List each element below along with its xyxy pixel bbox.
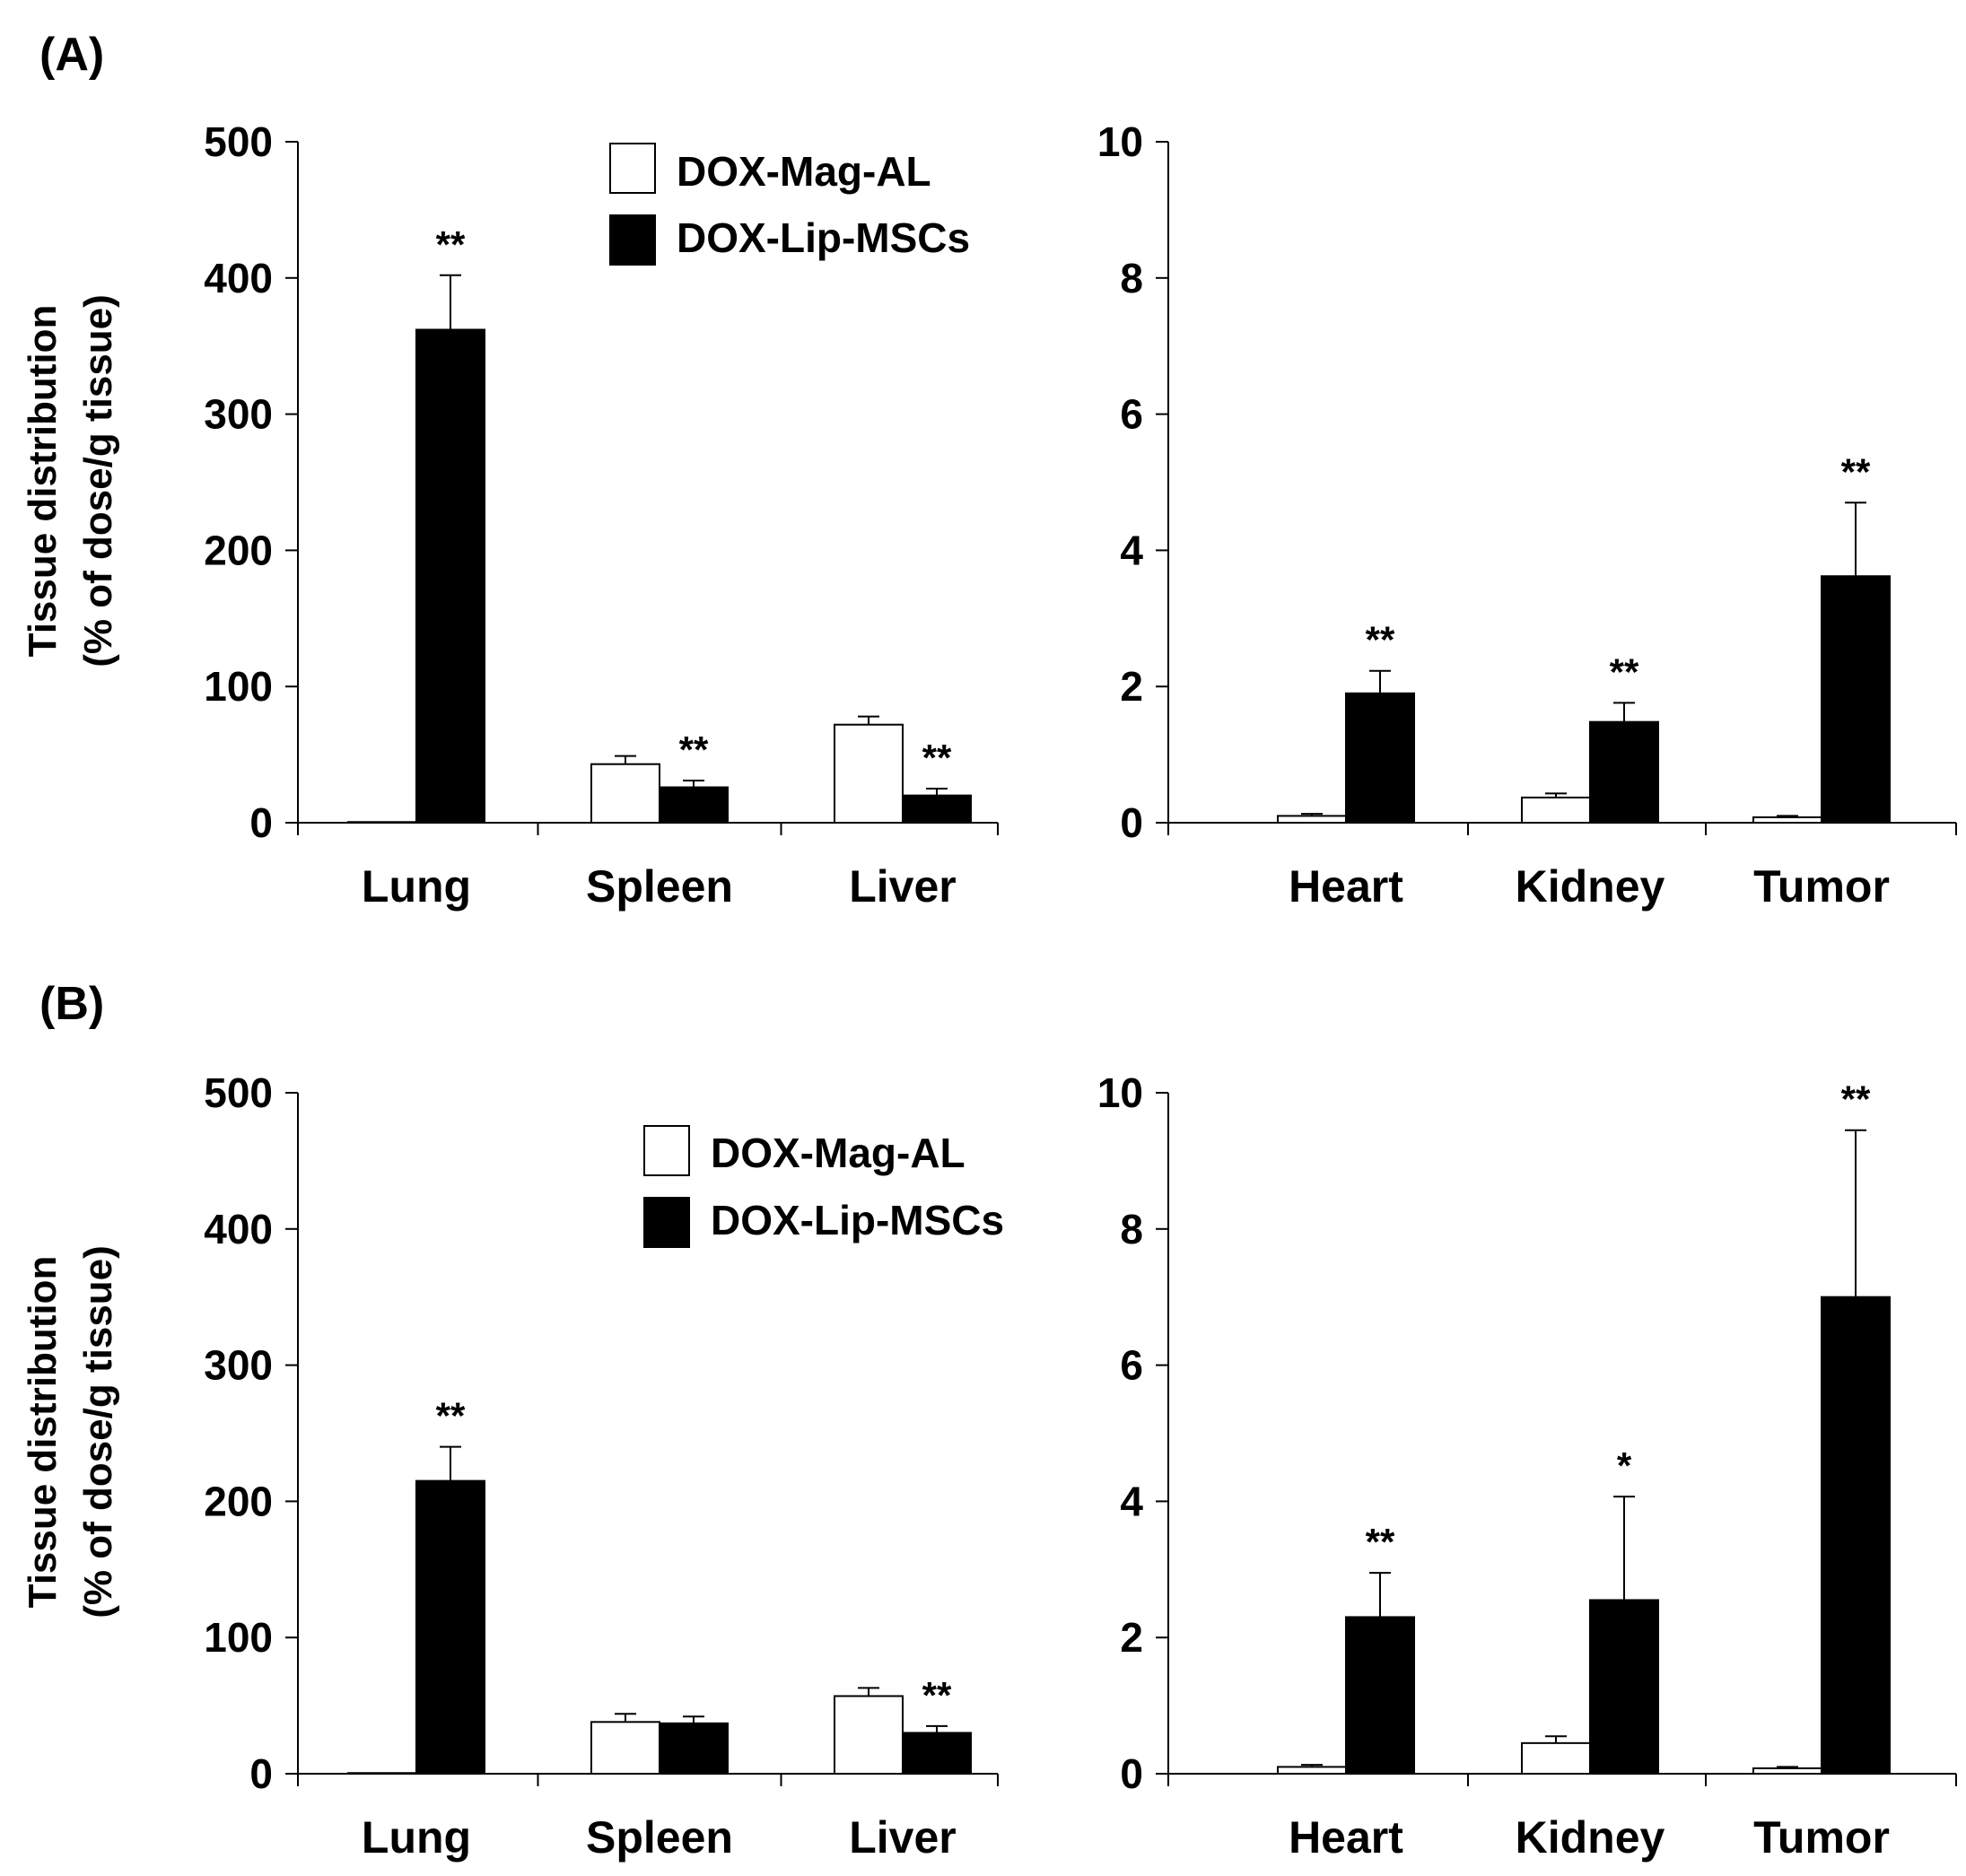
chart3-bar-mag-al-liver (834, 1695, 904, 1775)
chart3-bar-lip-mscs-spleen (659, 1722, 729, 1775)
chart3-bar-lip-mscs-lung (415, 1479, 485, 1775)
ylabel-a-line2: (% of dose/g tissue) (76, 294, 120, 668)
ylabel-a-line1: Tissue distribution (21, 305, 65, 658)
chart3-legend-label-lip-mscs: DOX-Lip-MSCs (711, 1197, 1004, 1243)
chart1-significance-marker: ** (922, 737, 952, 779)
chart1-legend-label-mag-al: DOX-Mag-AL (677, 148, 931, 195)
chart1-ytick-label: 500 (204, 118, 273, 165)
chart1-category-label-spleen: Spleen (586, 861, 733, 912)
chart3-bar-mag-al-spleen (590, 1721, 660, 1776)
chart1-ytick-label: 0 (249, 799, 273, 846)
chart1-bar-mag-al-spleen (590, 763, 660, 825)
chart4-significance-marker: ** (1841, 1078, 1871, 1121)
chart1-significance-marker: ** (436, 223, 466, 266)
chart2-ytick-label: 10 (1097, 118, 1143, 165)
chart2-category-label-heart: Heart (1289, 861, 1403, 912)
chart3-ytick-label: 500 (204, 1069, 273, 1116)
chart1-category-label-liver: Liver (849, 861, 957, 912)
chart4-category-label-kidney: Kidney (1516, 1812, 1665, 1863)
chart4-bar-lip-mscs-kidney (1589, 1599, 1659, 1775)
chart2-significance-marker: ** (1610, 650, 1639, 693)
chart2-category-label-tumor: Tumor (1753, 861, 1890, 912)
chart1-bar-lip-mscs-liver (902, 794, 972, 825)
chart3-category-label-liver: Liver (849, 1812, 957, 1863)
chart3-bar-mag-al-lung (347, 1772, 417, 1775)
panel-label-a: (A) (39, 29, 104, 81)
chart1-bar-lip-mscs-lung (415, 328, 485, 824)
chart1-ytick-label: 100 (204, 663, 273, 710)
chart2-ytick-label: 8 (1120, 255, 1143, 301)
chart1-ytick-label: 400 (204, 255, 273, 301)
chart1-bar-mag-al-lung (347, 821, 417, 825)
chart2-bar-lip-mscs-tumor (1821, 575, 1891, 824)
chart3-legend-swatch-mag-al (643, 1125, 690, 1176)
chart1-category-label-lung: Lung (362, 861, 471, 912)
chart4-ytick-label: 0 (1120, 1750, 1143, 1797)
chart4-ytick-label: 10 (1097, 1069, 1143, 1116)
chart2-ytick-label: 0 (1120, 799, 1143, 846)
chart3-category-label-spleen: Spleen (586, 1812, 733, 1863)
chart1-bar-lip-mscs-spleen (659, 786, 729, 824)
chart1-significance-marker: ** (679, 729, 709, 771)
chart2-bar-mag-al-heart (1277, 815, 1347, 824)
chart1-legend-label-lip-mscs: DOX-Lip-MSCs (677, 214, 970, 261)
chart2-bar-mag-al-kidney (1521, 796, 1591, 824)
ylabel-b-line2: (% of dose/g tissue) (76, 1245, 120, 1619)
chart3-bar-lip-mscs-liver (902, 1732, 972, 1775)
chart4-category-label-heart: Heart (1289, 1812, 1403, 1863)
chart1-ytick-label: 200 (204, 527, 273, 573)
chart4-significance-marker: * (1617, 1444, 1632, 1487)
chart2-bar-lip-mscs-heart (1345, 692, 1415, 824)
chart1-bar-mag-al-liver (834, 723, 904, 824)
chart3-legend-swatch-lip-mscs (643, 1197, 690, 1248)
chart4-category-label-tumor: Tumor (1753, 1812, 1890, 1863)
chart4-bar-mag-al-heart (1277, 1766, 1347, 1776)
chart1-ytick-label: 300 (204, 391, 273, 438)
chart4-ytick-label: 4 (1120, 1478, 1143, 1524)
chart3-ytick-label: 200 (204, 1478, 273, 1524)
chart1-legend-swatch-mag-al (609, 143, 656, 194)
chart3-significance-marker: ** (436, 1395, 466, 1437)
chart4-ytick-label: 8 (1120, 1206, 1143, 1252)
chart2-ytick-label: 2 (1120, 663, 1143, 710)
chart3-category-label-lung: Lung (362, 1812, 471, 1863)
chart3-legend-label-mag-al: DOX-Mag-AL (711, 1130, 966, 1176)
chart1-legend-swatch-lip-mscs (609, 214, 656, 266)
chart2-significance-marker: ** (1841, 450, 1871, 493)
chart4-significance-marker: ** (1366, 1521, 1395, 1563)
chart4-ytick-label: 6 (1120, 1342, 1143, 1389)
chart3-ytick-label: 0 (249, 1750, 273, 1797)
chart4-bar-lip-mscs-tumor (1821, 1296, 1891, 1775)
chart2-ytick-label: 6 (1120, 391, 1143, 438)
chart3-significance-marker: ** (922, 1674, 952, 1716)
chart4-bar-mag-al-kidney (1521, 1741, 1591, 1775)
chart4-bar-mag-al-tumor (1752, 1767, 1822, 1775)
chart4-ytick-label: 2 (1120, 1614, 1143, 1661)
chart2-bar-mag-al-tumor (1752, 816, 1822, 824)
chart3-ytick-label: 400 (204, 1206, 273, 1252)
ylabel-b-line1: Tissue distribution (21, 1256, 65, 1609)
chart3-ytick-label: 300 (204, 1342, 273, 1389)
chart2-significance-marker: ** (1366, 619, 1395, 661)
chart2-category-label-kidney: Kidney (1516, 861, 1665, 912)
chart4-bar-lip-mscs-heart (1345, 1616, 1415, 1776)
panel-label-b: (B) (39, 978, 104, 1030)
chart3-ytick-label: 100 (204, 1614, 273, 1661)
chart2-ytick-label: 4 (1120, 527, 1143, 573)
chart2-bar-lip-mscs-kidney (1589, 720, 1659, 825)
